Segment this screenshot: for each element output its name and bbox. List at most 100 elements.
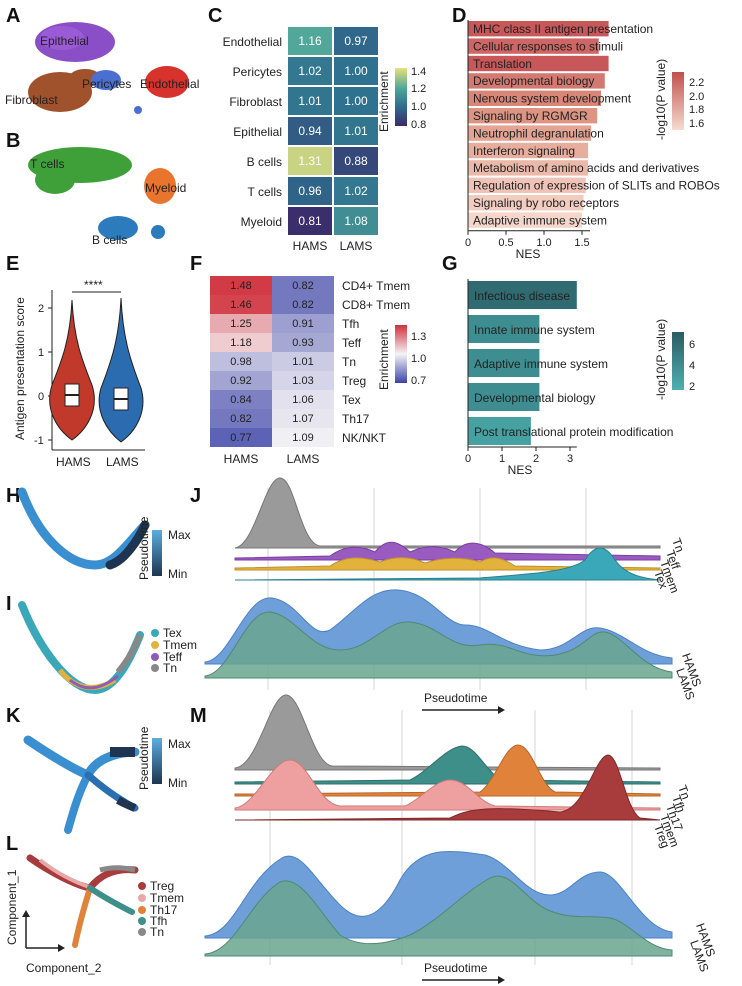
col-label: LAMS	[340, 239, 373, 253]
row-label: Endothelial	[223, 35, 282, 49]
x-tick: 0	[465, 237, 471, 249]
tcells-cluster-b	[35, 166, 75, 194]
violin-e: 2 1 0 -1 Antigen presentation score ****…	[13, 278, 145, 469]
legend-tick: 0.7	[411, 375, 426, 387]
legend-label: Teff	[163, 650, 183, 664]
trajectory-i: Tex Tmem Teff Tn	[18, 601, 197, 695]
bar-label: Translation	[473, 57, 532, 71]
y-tick: 0	[38, 391, 44, 403]
cell-value: 0.82	[292, 280, 313, 292]
heatmap-cell	[272, 276, 334, 295]
panel-label-f: F	[190, 253, 202, 275]
cell-value: 0.82	[230, 413, 251, 425]
x-axis-label: NES	[516, 247, 541, 261]
legend-dot-treg	[138, 882, 146, 890]
bar-label: Regulation of expression of SLITs and RO…	[473, 179, 720, 193]
label-pericytes: Pericytes	[82, 77, 131, 91]
heatmap-cell	[272, 390, 334, 409]
panel-label-e: E	[6, 253, 19, 275]
bar	[468, 21, 609, 37]
cell-value: 1.31	[298, 154, 322, 168]
legend-tick: 0.8	[411, 119, 426, 131]
myeloid-cluster	[144, 168, 176, 204]
row-label: Tfh	[342, 317, 359, 331]
bar-label: Interferon signaling	[473, 144, 575, 158]
row-label: Tex	[342, 393, 361, 407]
significance-stars: ****	[84, 278, 103, 292]
x-tick: 1.5	[574, 237, 589, 249]
legend-dot-tmem	[151, 641, 159, 649]
cell-value: 0.77	[230, 432, 251, 444]
row-label: CD4+ Tmem	[342, 279, 410, 293]
legend-title: -log10(P value)	[654, 319, 668, 400]
panel-label-c: C	[208, 5, 222, 27]
heatmap-cell	[210, 390, 272, 409]
bar	[468, 281, 577, 309]
ridge-lams	[204, 875, 673, 957]
legend-max: Max	[168, 528, 191, 542]
bar	[468, 212, 582, 228]
heatmap-f: CD4+ Tmem 1.48 0.82 CD8+ Tmem 1.46 0.82 Tfh 1.2…	[210, 276, 410, 466]
pericytes-cluster	[91, 70, 121, 90]
bar-label: Infectious disease	[474, 289, 570, 303]
heatmap-cell	[272, 428, 334, 447]
ridgeplot-m: Tn Tfh Th17 Tmem Treg HAMS LAMS Pseudoti…	[204, 694, 718, 984]
heatmap-c: Endothelial 1.16 0.97 Pericytes 1.02 1.00 Fibr…	[223, 27, 378, 253]
heatmap-cell	[334, 207, 378, 235]
panel-label-g: G	[442, 253, 458, 275]
legend-tick: 1.3	[411, 331, 426, 343]
heatmap-cell	[272, 409, 334, 428]
label-myeloid: Myeloid	[145, 181, 186, 195]
heatmap-cell	[210, 295, 272, 314]
panel-label-b: B	[6, 130, 20, 152]
cell-value: 1.03	[292, 375, 313, 387]
legend-tick: 6	[689, 339, 695, 351]
row-label: Treg	[342, 374, 366, 388]
heatmap-cell	[334, 147, 378, 175]
legend-min: Min	[168, 567, 187, 581]
ridge-tex	[234, 547, 661, 581]
bar	[468, 349, 540, 377]
bar	[468, 38, 599, 54]
x-tick: 0.5	[498, 237, 513, 249]
bar-label: Metabolism of amino acids and derivative…	[473, 161, 699, 175]
ridge-label: Teff	[663, 548, 683, 571]
legend-label: Tfh	[150, 914, 167, 928]
cell-value: 1.00	[344, 64, 368, 78]
bar	[468, 383, 540, 411]
ridgeplot-j: Tn Teff Tmem Tex HAMS LAMS Pseudotime	[204, 477, 704, 714]
legend-tick: 1.0	[411, 101, 426, 113]
row-label: NK/NKT	[342, 431, 387, 445]
heatmap-cell	[272, 371, 334, 390]
legend-dot-tex	[151, 629, 159, 637]
row-label: Pericytes	[233, 65, 282, 79]
heatmap-cell	[272, 314, 334, 333]
bar	[468, 195, 584, 211]
panel-label-l: L	[6, 833, 18, 855]
axis-label-y: Component_1	[5, 869, 19, 945]
epithelial-cluster-core	[40, 26, 84, 50]
trajectory-k: Max Min Pseudotime	[23, 726, 191, 834]
cell-value: 0.88	[344, 154, 368, 168]
legend-dot-tfh	[138, 917, 146, 925]
legend-bar	[672, 332, 684, 390]
ridge-tn	[234, 694, 661, 771]
label-endothelial: Endothelial	[140, 77, 199, 91]
barplot-g-legend: 6 4 2 -log10(P value)	[654, 319, 695, 400]
violin-lams	[98, 297, 144, 443]
legend-label: Tmem	[163, 638, 197, 652]
legend-label: Tmem	[150, 891, 184, 905]
bar-label: Developmental biology	[474, 391, 595, 405]
cell-value: 0.82	[292, 299, 313, 311]
panel-label-k: K	[6, 705, 21, 727]
x-tick: 1.0	[536, 237, 551, 249]
trajectory-h: Max Min Pseudotime	[17, 487, 191, 581]
ridge-label: Tn	[669, 536, 687, 554]
bar-label: MHC class II antigen presentation	[473, 22, 653, 36]
bar-label: Signaling by RGMGR	[473, 109, 588, 123]
cell-value: 0.91	[292, 318, 313, 330]
ridge-label: Tn	[675, 783, 693, 801]
x-axis-label: NES	[508, 463, 533, 477]
cell-value: 0.92	[230, 375, 251, 387]
bar	[468, 417, 531, 445]
